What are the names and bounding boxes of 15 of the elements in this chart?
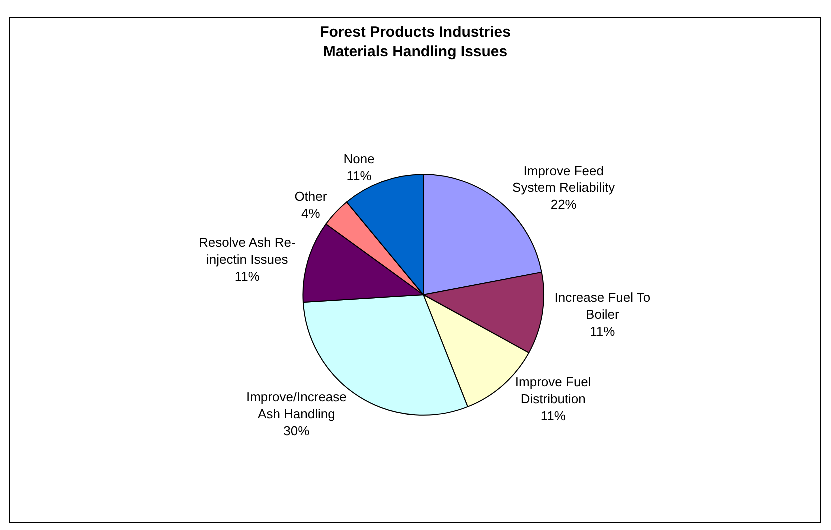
slice-label: Increase Fuel To Boiler: [554, 290, 651, 322]
slice-label: Improve/Increase Ash Handling: [246, 390, 347, 422]
data-label: 22%: [550, 197, 578, 212]
data-label: 30%: [284, 423, 310, 438]
chart-title: Forest Products Industries Materials Handling Issues: [320, 24, 511, 61]
data-label: 11%: [234, 268, 260, 284]
slice-label: Resolve Ash Re- injectin Issues: [198, 235, 296, 268]
data-label: 4%: [302, 206, 321, 222]
slice-label: None: [344, 152, 375, 167]
slice-label: Improve Fuel Distribution: [515, 374, 592, 407]
data-label: 11%: [540, 408, 566, 424]
data-label: 11%: [590, 324, 616, 339]
slice-label: Improve Feed System Reliability: [512, 163, 616, 196]
slice-label: Other: [294, 189, 328, 204]
data-label: 11%: [346, 168, 372, 184]
